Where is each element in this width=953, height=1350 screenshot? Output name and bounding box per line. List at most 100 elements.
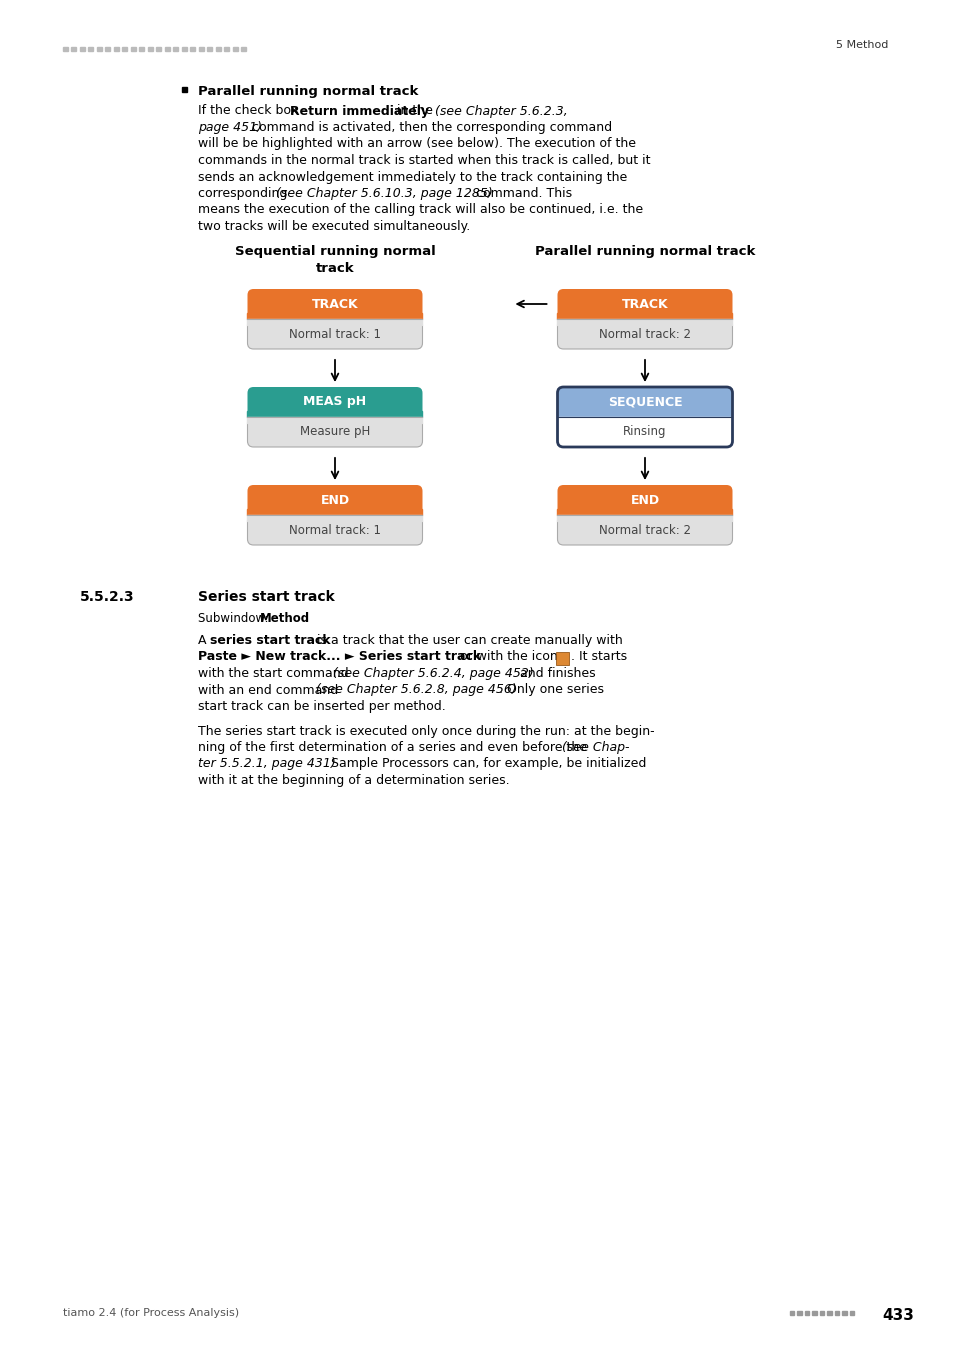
Text: TRACK: TRACK xyxy=(312,297,358,310)
Bar xyxy=(173,47,178,50)
Text: command is activated, then the corresponding command: command is activated, then the correspon… xyxy=(248,122,612,134)
Bar xyxy=(247,417,422,423)
Text: Parallel running normal track: Parallel running normal track xyxy=(535,244,755,258)
Bar xyxy=(820,1311,823,1315)
Bar xyxy=(834,1311,839,1315)
Bar xyxy=(557,319,732,325)
Text: ning of the first determination of a series and even before the: ning of the first determination of a ser… xyxy=(198,741,590,755)
Text: Return immediately: Return immediately xyxy=(290,104,429,117)
Text: A: A xyxy=(198,634,211,647)
Bar xyxy=(557,410,732,417)
Text: Subwindow:: Subwindow: xyxy=(198,612,272,625)
Bar xyxy=(841,1311,846,1315)
Bar xyxy=(113,47,119,50)
Text: will be be highlighted with an arrow (see below). The execution of the: will be be highlighted with an arrow (se… xyxy=(198,138,636,150)
Text: start track can be inserted per method.: start track can be inserted per method. xyxy=(198,701,445,713)
Text: (see Chap-: (see Chap- xyxy=(561,741,629,755)
Bar xyxy=(826,1311,831,1315)
Text: means the execution of the calling track will also be continued, i.e. the: means the execution of the calling track… xyxy=(198,204,642,216)
Bar xyxy=(191,47,195,50)
Text: . Only one series: . Only one series xyxy=(498,683,603,697)
Bar xyxy=(224,47,230,50)
Text: Normal track: 1: Normal track: 1 xyxy=(289,524,380,536)
Text: two tracks will be executed simultaneously.: two tracks will be executed simultaneous… xyxy=(198,220,470,234)
Text: Series start track: Series start track xyxy=(198,590,335,603)
Bar xyxy=(247,509,422,514)
Bar xyxy=(812,1311,816,1315)
Bar xyxy=(557,509,732,514)
Text: Rinsing: Rinsing xyxy=(622,425,666,439)
Bar xyxy=(208,47,213,50)
Text: Parallel running normal track: Parallel running normal track xyxy=(198,85,418,99)
Text: Paste ► New track... ► Series start track: Paste ► New track... ► Series start trac… xyxy=(198,651,480,663)
Bar xyxy=(556,652,568,664)
Bar xyxy=(122,47,128,50)
Bar xyxy=(97,47,102,50)
Text: series start track: series start track xyxy=(210,634,331,647)
Text: 433: 433 xyxy=(882,1308,913,1323)
Text: Method: Method xyxy=(260,612,310,625)
FancyBboxPatch shape xyxy=(247,514,422,545)
Text: or with the icon: or with the icon xyxy=(456,651,561,663)
Bar xyxy=(247,410,422,417)
Text: (see Chapter 5.6.2.4, page 452): (see Chapter 5.6.2.4, page 452) xyxy=(333,667,533,680)
Bar xyxy=(789,1311,794,1315)
Bar xyxy=(156,47,161,50)
Text: tiamo 2.4 (for Process Analysis): tiamo 2.4 (for Process Analysis) xyxy=(63,1308,239,1318)
Bar xyxy=(849,1311,854,1315)
Text: in the: in the xyxy=(393,104,436,117)
Text: commands in the normal track is started when this track is called, but it: commands in the normal track is started … xyxy=(198,154,650,167)
Bar xyxy=(63,47,68,50)
Text: 5.5.2.3: 5.5.2.3 xyxy=(80,590,134,603)
Bar xyxy=(247,319,422,325)
FancyBboxPatch shape xyxy=(557,485,732,514)
Text: Normal track: 2: Normal track: 2 xyxy=(598,328,690,340)
Text: with the start command: with the start command xyxy=(198,667,353,680)
Text: END: END xyxy=(320,494,349,506)
Text: . It starts: . It starts xyxy=(571,651,626,663)
Text: END: END xyxy=(630,494,659,506)
Text: is a track that the user can create manually with: is a track that the user can create manu… xyxy=(313,634,622,647)
FancyBboxPatch shape xyxy=(557,319,732,350)
Bar xyxy=(804,1311,809,1315)
Bar xyxy=(797,1311,801,1315)
Text: ter 5.5.2.1, page 431): ter 5.5.2.1, page 431) xyxy=(198,757,335,771)
FancyBboxPatch shape xyxy=(247,485,422,514)
Text: Measure pH: Measure pH xyxy=(299,425,370,439)
FancyBboxPatch shape xyxy=(557,417,732,447)
Text: (see Chapter 5.6.2.8, page 456): (see Chapter 5.6.2.8, page 456) xyxy=(315,683,517,697)
Text: (see Chapter 5.6.10.3, page 1285): (see Chapter 5.6.10.3, page 1285) xyxy=(275,188,493,200)
Bar xyxy=(247,514,422,521)
Text: corresponding: corresponding xyxy=(198,188,291,200)
Text: SEQUENCE: SEQUENCE xyxy=(607,396,681,409)
FancyBboxPatch shape xyxy=(557,387,732,417)
Bar xyxy=(557,514,732,521)
Text: with an end command: with an end command xyxy=(198,683,342,697)
Bar xyxy=(165,47,170,50)
Text: . Sample Processors can, for example, be initialized: . Sample Processors can, for example, be… xyxy=(323,757,646,771)
Bar xyxy=(106,47,111,50)
Bar xyxy=(80,47,85,50)
Text: page 451): page 451) xyxy=(198,122,262,134)
Bar xyxy=(557,417,732,423)
FancyBboxPatch shape xyxy=(247,387,422,417)
Text: and finishes: and finishes xyxy=(516,667,595,680)
Bar xyxy=(233,47,237,50)
Bar xyxy=(139,47,144,50)
Bar xyxy=(199,47,204,50)
Bar xyxy=(182,47,187,50)
Bar xyxy=(71,47,76,50)
Text: sends an acknowledgement immediately to the track containing the: sends an acknowledgement immediately to … xyxy=(198,170,626,184)
Text: Sequential running normal
track: Sequential running normal track xyxy=(234,244,435,275)
Bar xyxy=(241,47,246,50)
Text: (see Chapter 5.6.2.3,: (see Chapter 5.6.2.3, xyxy=(435,104,567,117)
FancyBboxPatch shape xyxy=(247,289,422,319)
Bar xyxy=(148,47,152,50)
FancyBboxPatch shape xyxy=(247,417,422,447)
Bar xyxy=(131,47,136,50)
FancyBboxPatch shape xyxy=(557,514,732,545)
Text: The series start track is executed only once during the run: at the begin-: The series start track is executed only … xyxy=(198,725,654,737)
Text: Normal track: 2: Normal track: 2 xyxy=(598,524,690,536)
FancyBboxPatch shape xyxy=(247,319,422,350)
Bar xyxy=(89,47,93,50)
